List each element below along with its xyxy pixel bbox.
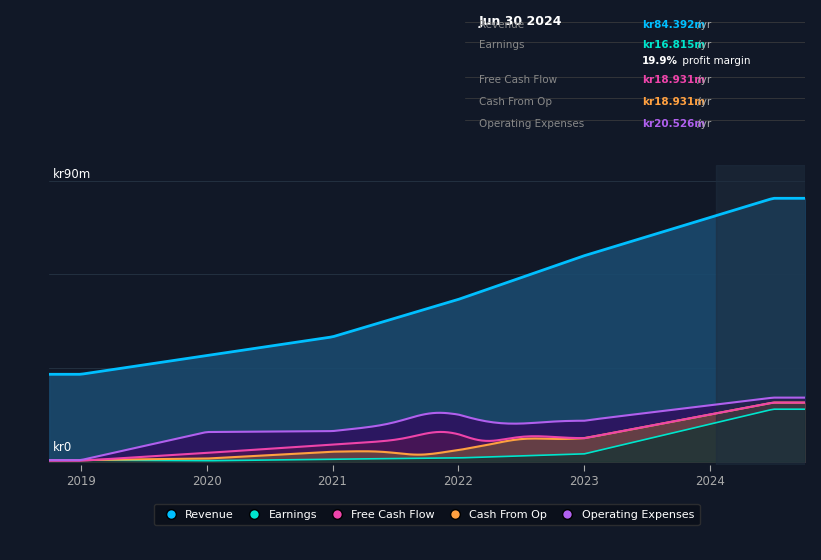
Text: kr18.931m: kr18.931m: [642, 75, 705, 85]
Text: Earnings: Earnings: [479, 40, 524, 50]
Text: /yr: /yr: [694, 119, 711, 129]
Text: kr20.526m: kr20.526m: [642, 119, 705, 129]
Bar: [717, 165, 805, 465]
Text: /yr: /yr: [694, 20, 711, 30]
Text: Jun 30 2024: Jun 30 2024: [479, 15, 562, 28]
Text: kr0: kr0: [53, 441, 72, 454]
Text: kr18.931m: kr18.931m: [642, 97, 705, 107]
Text: profit margin: profit margin: [679, 57, 750, 67]
Text: Operating Expenses: Operating Expenses: [479, 119, 584, 129]
Text: 19.9%: 19.9%: [642, 57, 678, 67]
Text: Revenue: Revenue: [479, 20, 524, 30]
Text: Free Cash Flow: Free Cash Flow: [479, 75, 557, 85]
Text: /yr: /yr: [694, 75, 711, 85]
Text: kr90m: kr90m: [53, 168, 91, 181]
Text: Cash From Op: Cash From Op: [479, 97, 552, 107]
Text: /yr: /yr: [694, 97, 711, 107]
Text: kr84.392m: kr84.392m: [642, 20, 705, 30]
Text: kr16.815m: kr16.815m: [642, 40, 705, 50]
Text: /yr: /yr: [694, 40, 711, 50]
Legend: Revenue, Earnings, Free Cash Flow, Cash From Op, Operating Expenses: Revenue, Earnings, Free Cash Flow, Cash …: [154, 504, 699, 525]
